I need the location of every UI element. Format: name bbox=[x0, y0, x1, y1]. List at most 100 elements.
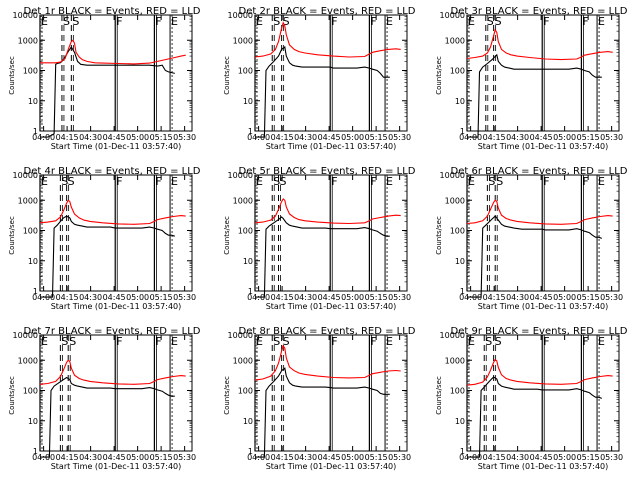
x-tick-label: 05:30 bbox=[388, 133, 411, 142]
event-marker-label: S bbox=[273, 15, 280, 28]
x-tick-label: 05:30 bbox=[600, 293, 623, 302]
x-tick-label: 05:00 bbox=[126, 133, 149, 142]
y-tick-label: 1000 bbox=[233, 196, 253, 205]
detector-panel: Det 4r BLACK = Events, RED = LLD 1 10 100 10… bbox=[8, 166, 201, 311]
x-tick-label: 04:30 bbox=[79, 453, 102, 462]
panel-title: Det 7r BLACK = Events, RED = LLD bbox=[24, 326, 201, 337]
y-tick-label: 1 bbox=[33, 287, 38, 296]
x-tick-label: 05:30 bbox=[600, 453, 623, 462]
x-tick-label: 04:15 bbox=[483, 133, 506, 142]
event-marker-label: F bbox=[543, 15, 549, 28]
event-marker-label: S bbox=[69, 335, 76, 348]
event-marker-label: E bbox=[386, 15, 393, 28]
x-axis-label: Start Time (01-Dec-11 03:57:40) bbox=[266, 462, 397, 471]
event-marker-label: F bbox=[331, 15, 337, 28]
y-tick-label: 10 bbox=[243, 257, 253, 266]
x-tick-label: 05:00 bbox=[341, 293, 364, 302]
plot-frame bbox=[466, 14, 620, 132]
y-tick-label: 1 bbox=[248, 447, 253, 456]
y-tick-label: 10 bbox=[28, 257, 38, 266]
event-marker-label: S bbox=[61, 175, 68, 188]
event-marker-label: E bbox=[386, 175, 393, 188]
plot-frame bbox=[466, 334, 620, 452]
x-axis-label: Start Time (01-Dec-11 03:57:40) bbox=[266, 302, 397, 311]
x-tick-label: 05:30 bbox=[388, 453, 411, 462]
event-marker-label: F bbox=[331, 175, 337, 188]
x-tick-label: 05:00 bbox=[341, 133, 364, 142]
x-tick-label: 04:30 bbox=[506, 293, 529, 302]
y-tick-label: 1000 bbox=[233, 356, 253, 365]
y-tick-label: 1000 bbox=[18, 36, 38, 45]
x-tick-label: 04:30 bbox=[506, 453, 529, 462]
event-marker-label: S bbox=[72, 15, 79, 28]
x-tick-label: 04:15 bbox=[271, 453, 294, 462]
y-axis-label: Counts/sec bbox=[435, 216, 443, 255]
event-marker-label: F bbox=[543, 335, 549, 348]
panel-title: Det 2r BLACK = Events, RED = LLD bbox=[239, 6, 416, 17]
x-tick-label: 04:45 bbox=[530, 293, 553, 302]
detector-panel: Det 1r BLACK = Events, RED = LLD 1 10 100 10… bbox=[8, 6, 201, 151]
y-tick-label: 1 bbox=[248, 127, 253, 136]
lld-series-line bbox=[254, 198, 401, 225]
detector-panel: Det 6r BLACK = Events, RED = LLD 1 10 100 10… bbox=[435, 166, 628, 311]
event-marker-label: S bbox=[496, 175, 503, 188]
x-axis-label: Start Time (01-Dec-11 03:57:40) bbox=[51, 142, 182, 151]
event-marker-label: E bbox=[256, 15, 263, 28]
y-tick-label: 1 bbox=[460, 447, 465, 456]
y-axis-label: Counts/sec bbox=[8, 216, 16, 255]
x-tick-label: 05:00 bbox=[553, 453, 576, 462]
y-tick-label: 10 bbox=[243, 97, 253, 106]
y-tick-label: 10000 bbox=[440, 171, 465, 180]
x-tick-label: 05:00 bbox=[126, 453, 149, 462]
y-tick-label: 1000 bbox=[445, 36, 465, 45]
lld-series-line bbox=[466, 358, 613, 386]
x-tick-label: 05:30 bbox=[388, 293, 411, 302]
panel-title: Det 4r BLACK = Events, RED = LLD bbox=[24, 166, 201, 177]
event-marker-label: S bbox=[487, 15, 494, 28]
x-tick-label: 05:15 bbox=[150, 453, 173, 462]
y-tick-label: 10 bbox=[28, 97, 38, 106]
event-marker-label: F bbox=[370, 335, 376, 348]
event-marker-label: F bbox=[370, 15, 376, 28]
detector-panel: Det 3r BLACK = Events, RED = LLD 1 10 100 10… bbox=[435, 6, 628, 151]
event-marker-label: F bbox=[582, 175, 588, 188]
event-marker-label: E bbox=[468, 175, 475, 188]
x-tick-label: 05:30 bbox=[173, 293, 196, 302]
y-tick-label: 10000 bbox=[13, 171, 38, 180]
x-tick-label: 05:30 bbox=[173, 453, 196, 462]
event-marker-label: F bbox=[155, 335, 161, 348]
y-axis-label: Counts/sec bbox=[435, 56, 443, 95]
x-tick-label: 04:15 bbox=[56, 133, 79, 142]
event-marker-label: E bbox=[468, 335, 475, 348]
y-axis-label: Counts/sec bbox=[223, 216, 231, 255]
y-tick-label: 1 bbox=[33, 447, 38, 456]
y-axis-label: Counts/sec bbox=[223, 376, 231, 415]
x-tick-label: 04:30 bbox=[79, 133, 102, 142]
detector-panel: Det 8r BLACK = Events, RED = LLD 1 10 100 10… bbox=[223, 326, 416, 471]
x-tick-label: 05:15 bbox=[150, 293, 173, 302]
event-marker-label: F bbox=[543, 175, 549, 188]
y-axis-label: Counts/sec bbox=[8, 376, 16, 415]
events-series-line bbox=[255, 46, 390, 138]
x-tick-label: 05:15 bbox=[577, 133, 600, 142]
event-marker-label: F bbox=[116, 335, 122, 348]
lld-series-line bbox=[254, 21, 401, 58]
y-tick-label: 10000 bbox=[13, 331, 38, 340]
y-tick-label: 10000 bbox=[440, 331, 465, 340]
y-tick-label: 10000 bbox=[228, 11, 253, 20]
x-axis-label: Start Time (01-Dec-11 03:57:40) bbox=[266, 142, 397, 151]
panel-title: Det 6r BLACK = Events, RED = LLD bbox=[451, 166, 628, 177]
events-series-line bbox=[467, 215, 602, 298]
x-tick-label: 05:00 bbox=[126, 293, 149, 302]
y-tick-label: 100 bbox=[23, 387, 38, 396]
y-tick-label: 10 bbox=[455, 257, 465, 266]
event-marker-label: S bbox=[273, 335, 280, 348]
x-tick-label: 05:00 bbox=[341, 453, 364, 462]
event-marker-label: F bbox=[370, 175, 376, 188]
x-tick-label: 05:15 bbox=[577, 453, 600, 462]
event-marker-label: S bbox=[63, 15, 70, 28]
x-axis-label: Start Time (01-Dec-11 03:57:40) bbox=[478, 302, 609, 311]
y-tick-label: 100 bbox=[238, 227, 253, 236]
x-tick-label: 05:30 bbox=[173, 133, 196, 142]
